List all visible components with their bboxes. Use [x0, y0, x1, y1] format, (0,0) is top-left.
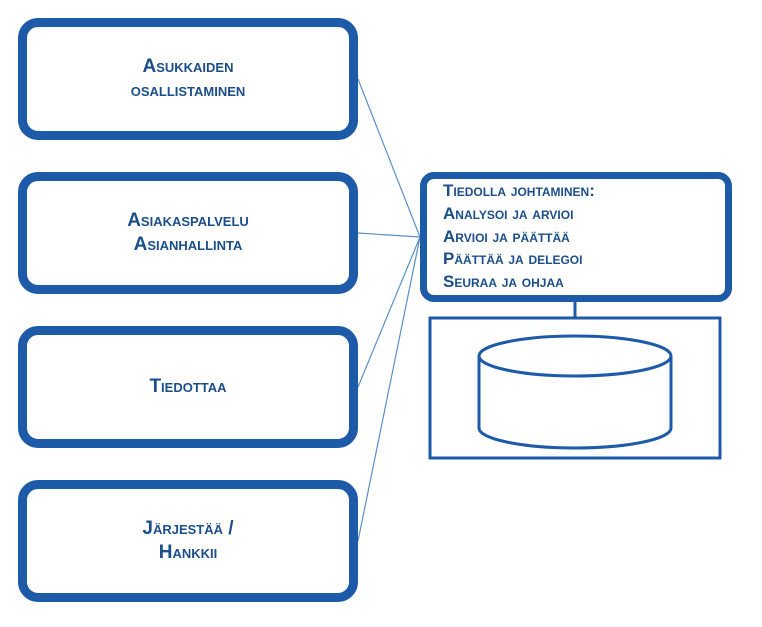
connector-line-1 [358, 233, 420, 237]
right-box-content: Tiedolla johtaminen:Analysoi ja arvioiAr… [443, 180, 595, 295]
connector-line-2 [358, 237, 420, 387]
right-box-line-2: Arvioi ja päättää [443, 226, 595, 249]
connector-line-3 [358, 237, 420, 541]
right-box-line-0: Tiedolla johtaminen: [443, 180, 595, 203]
left-box-2: Tiedottaa [18, 326, 358, 448]
left-box-label-2: Tiedottaa [149, 375, 226, 399]
left-box-label-0: Asukkaidenosallistaminen [131, 55, 246, 103]
right-box-line-3: Päättää ja delegoi [443, 248, 595, 271]
left-box-label-1: AsiakaspalveluAsianhallinta [127, 209, 249, 257]
right-box: Tiedolla johtaminen:Analysoi ja arvioiAr… [420, 172, 732, 302]
left-box-label-3: Järjestää /Hankkii [142, 517, 233, 565]
left-box-3: Järjestää /Hankkii [18, 480, 358, 602]
connector-line-0 [358, 79, 420, 237]
right-box-line-4: Seuraa ja ohjaa [443, 271, 595, 294]
cylinder-icon [479, 336, 671, 448]
left-box-1: AsiakaspalveluAsianhallinta [18, 172, 358, 294]
left-box-0: Asukkaidenosallistaminen [18, 18, 358, 140]
right-box-line-1: Analysoi ja arvioi [443, 203, 595, 226]
